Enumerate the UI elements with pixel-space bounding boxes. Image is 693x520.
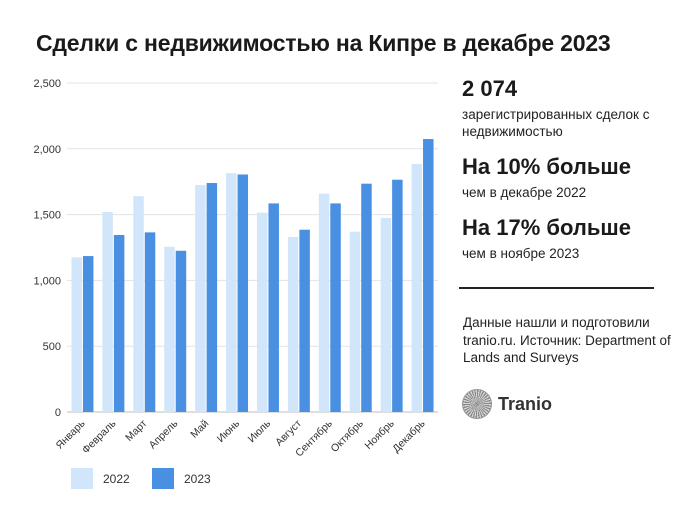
bar-2022	[380, 217, 392, 412]
legend-swatch-2022	[71, 468, 93, 489]
x-tick-label: Апрель	[147, 417, 181, 451]
bar-2022	[318, 193, 330, 412]
x-tick-label: Май	[188, 418, 211, 441]
bar-2022	[164, 246, 175, 412]
bar-2023	[423, 139, 434, 413]
bar-2022	[411, 163, 423, 412]
bar-2022	[71, 257, 82, 412]
y-tick-label: 1,500	[33, 210, 61, 222]
x-tick-label: Октябрь	[329, 417, 367, 455]
legend-label-2023: 2023	[184, 472, 211, 486]
y-axis-ticks: 0 500 1,000 1,500 2,000 2,500	[33, 78, 61, 419]
bar-2022	[102, 211, 113, 412]
legend-label-2022: 2022	[103, 472, 130, 486]
bars	[71, 139, 434, 413]
bar-2023	[299, 229, 310, 412]
bar-2023	[113, 234, 125, 412]
stat-mom-caption: чем в ноябре 2023	[462, 246, 580, 261]
stat-mom-value: На 17% больше	[462, 215, 631, 240]
stats-panel: 2 074 зарегистрированных сделок с недвиж…	[462, 76, 672, 276]
stat-total: 2 074 зарегистрированных сделок с недвиж…	[462, 76, 672, 140]
bar-2023	[237, 174, 249, 412]
chart-title: Сделки с недвижимостью на Кипре в декабр…	[36, 30, 611, 56]
source-note: Данные нашли и подготовили tranio.ru. Ис…	[463, 315, 671, 365]
bar-2023	[144, 232, 156, 412]
bar-2023	[175, 250, 187, 412]
stat-yoy: На 10% больше чем в декабре 2022	[462, 154, 672, 201]
tranio-logo-icon	[462, 389, 492, 419]
bar-2023	[206, 183, 218, 412]
tranio-logo[interactable]: Tranio	[462, 389, 552, 419]
divider	[459, 287, 654, 289]
bar-2023	[268, 203, 279, 412]
x-tick-label: Июль	[246, 417, 274, 445]
legend-swatch-2023	[152, 468, 174, 489]
stat-total-value: 2 074	[462, 76, 518, 101]
y-tick-label: 0	[55, 407, 61, 419]
bar-2023	[392, 179, 403, 412]
x-tick-label: Июнь	[215, 417, 243, 445]
grid-lines	[67, 82, 438, 413]
bar-2022	[287, 236, 299, 412]
bar-2023	[82, 256, 94, 412]
stat-yoy-value: На 10% больше	[462, 154, 631, 179]
bar-2022	[256, 212, 268, 412]
stat-mom: На 17% больше чем в ноябре 2023	[462, 215, 672, 262]
x-tick-label: Февраль	[80, 417, 119, 456]
tranio-logo-text: Tranio	[498, 393, 553, 414]
bar-2022	[349, 231, 361, 412]
bar-2022	[133, 196, 144, 412]
y-tick-label: 1,000	[33, 275, 61, 287]
legend: 2022 2023	[71, 468, 211, 489]
y-tick-label: 2,500	[33, 78, 61, 90]
stat-total-caption: зарегистрированных сделок с недвижимость…	[462, 107, 650, 139]
stat-yoy-caption: чем в декабре 2022	[462, 185, 587, 200]
y-tick-label: 2,000	[33, 144, 61, 156]
bar-2022	[226, 173, 237, 412]
x-tick-label: Декабрь	[390, 417, 428, 455]
bar-2022	[195, 184, 206, 412]
bar-2023	[330, 203, 341, 412]
bar-2023	[361, 183, 372, 412]
x-tick-label: Март	[123, 418, 149, 444]
y-tick-label: 500	[43, 341, 61, 353]
